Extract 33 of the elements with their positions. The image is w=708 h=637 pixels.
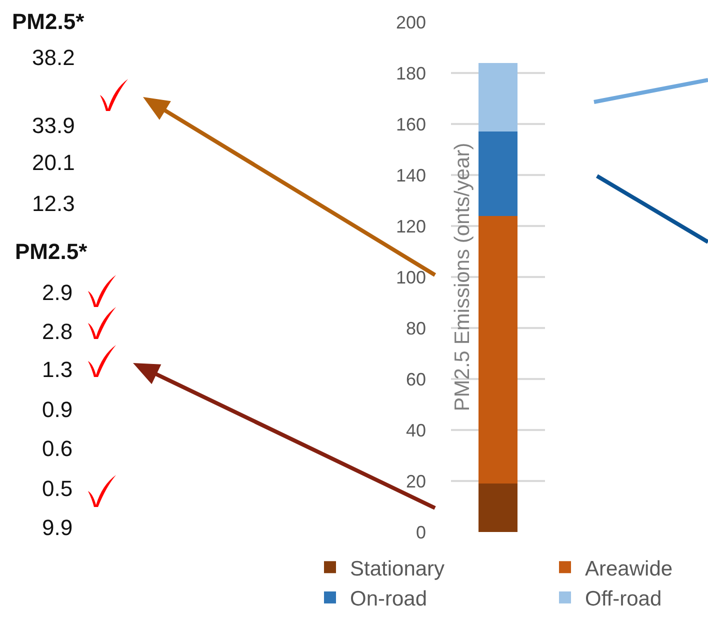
text: 20.1 [32,150,75,176]
legend-label: Stationary [350,557,446,580]
bar [478,132,518,216]
legend-label: Areawide [585,557,673,580]
text: 33.9 [32,113,75,139]
text: 0.5 [42,476,73,502]
text: 2.9 [42,280,73,306]
y-tick-label: 60 [406,369,426,390]
bar [478,216,518,484]
y-tick-label: 20 [406,471,426,492]
text: 0.6 [42,436,73,462]
y-tick-label: 200 [396,12,426,32]
text: 1.3 [42,357,73,383]
legend-label: Off-road [585,588,662,611]
text: PM2.5* [15,239,88,265]
y-tick-label: 40 [406,420,426,440]
text: PM2.5* [12,9,84,35]
legend-label: On-road [350,588,428,611]
text: 0.9 [42,397,73,423]
bar [478,484,518,532]
y-tick-label: 100 [396,267,426,288]
text: 2.8 [42,319,73,345]
text: 9.9 [42,515,73,541]
y-tick-label: 180 [396,63,426,84]
bar [478,62,518,132]
y-tick-label: 0 [416,522,426,542]
text: 38.2 [32,45,75,71]
y-tick-label: 140 [396,165,426,186]
y-tick-label: 80 [406,318,426,338]
y-tick-label: 120 [396,216,426,236]
text: 12.3 [32,191,75,217]
y-axis-title: PM2.5 Emissions (onts/year) [451,142,474,412]
y-tick-label: 160 [396,114,426,134]
